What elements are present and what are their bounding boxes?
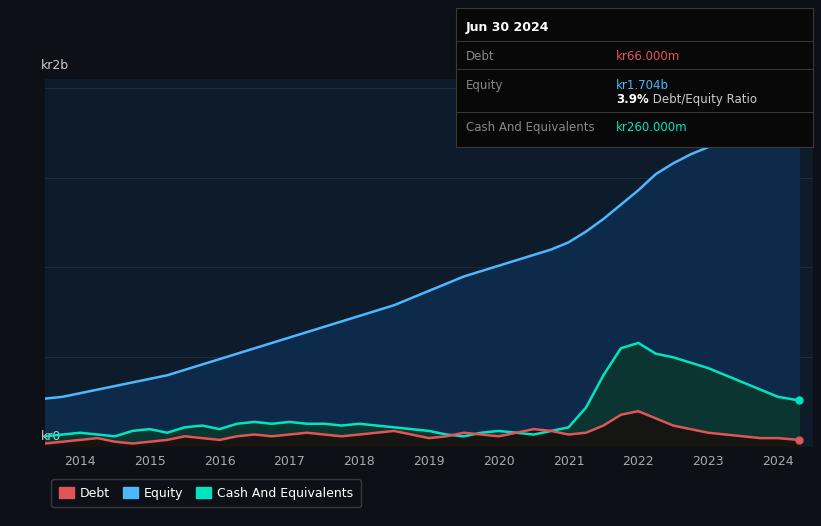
Text: Debt: Debt xyxy=(466,50,494,63)
Text: kr0: kr0 xyxy=(41,430,62,443)
Legend: Debt, Equity, Cash And Equivalents: Debt, Equity, Cash And Equivalents xyxy=(52,479,361,507)
Text: kr2b: kr2b xyxy=(41,58,70,72)
Text: kr260.000m: kr260.000m xyxy=(616,121,687,134)
Text: kr66.000m: kr66.000m xyxy=(616,50,680,63)
Text: Equity: Equity xyxy=(466,79,503,92)
Text: Debt/Equity Ratio: Debt/Equity Ratio xyxy=(649,94,757,106)
Text: kr1.704b: kr1.704b xyxy=(616,79,669,92)
Text: Jun 30 2024: Jun 30 2024 xyxy=(466,22,549,34)
Text: Cash And Equivalents: Cash And Equivalents xyxy=(466,121,594,134)
Text: 3.9%: 3.9% xyxy=(616,94,649,106)
